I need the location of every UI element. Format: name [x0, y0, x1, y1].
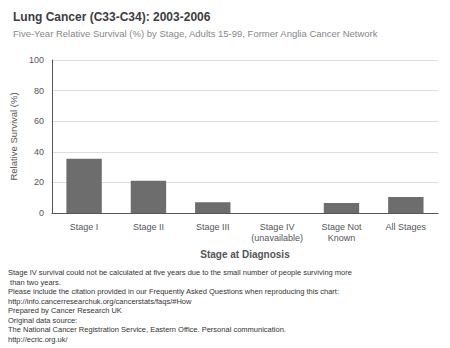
svg-text:Stage II: Stage II: [133, 222, 164, 232]
svg-text:20: 20: [34, 177, 44, 187]
svg-text:Stage IV survival could not be: Stage IV survival could not be calculate…: [8, 268, 352, 277]
svg-text:Stage at Diagnosis: Stage at Diagnosis: [200, 249, 290, 260]
svg-text:Five-Year Relative Survival (%: Five-Year Relative Survival (%) by Stage…: [13, 28, 378, 39]
svg-text:Stage Not: Stage Not: [321, 222, 362, 232]
svg-text:Original data source:: Original data source:: [8, 316, 77, 325]
svg-text:0: 0: [39, 208, 44, 218]
svg-text:Relative Survival (%): Relative Survival (%): [8, 92, 19, 180]
svg-text:http://info.cancerresearchuk.o: http://info.cancerresearchuk.org/cancers…: [8, 297, 192, 306]
svg-text:Lung Cancer (C33-C34): 2003-20: Lung Cancer (C33-C34): 2003-2006: [13, 10, 211, 24]
svg-text:All Stages: All Stages: [386, 222, 427, 232]
svg-text:Prepared by Cancer Research UK: Prepared by Cancer Research UK: [8, 306, 122, 315]
svg-text:The National Cancer Registrati: The National Cancer Registration Service…: [8, 325, 286, 334]
svg-text:than two years.: than two years.: [8, 278, 61, 287]
svg-text:80: 80: [34, 86, 44, 96]
svg-text:http://ecric.org.uk/: http://ecric.org.uk/: [8, 335, 69, 344]
svg-text:60: 60: [34, 116, 44, 126]
svg-text:Known: Known: [328, 233, 356, 243]
svg-text:Stage IV: Stage IV: [260, 222, 295, 232]
svg-text:40: 40: [34, 147, 44, 157]
svg-text:Please include the citation pr: Please include the citation provided in …: [8, 287, 341, 296]
svg-text:(unavailable): (unavailable): [251, 233, 303, 243]
svg-text:100: 100: [29, 55, 44, 65]
svg-text:Stage III: Stage III: [196, 222, 230, 232]
svg-text:Stage I: Stage I: [70, 222, 99, 232]
